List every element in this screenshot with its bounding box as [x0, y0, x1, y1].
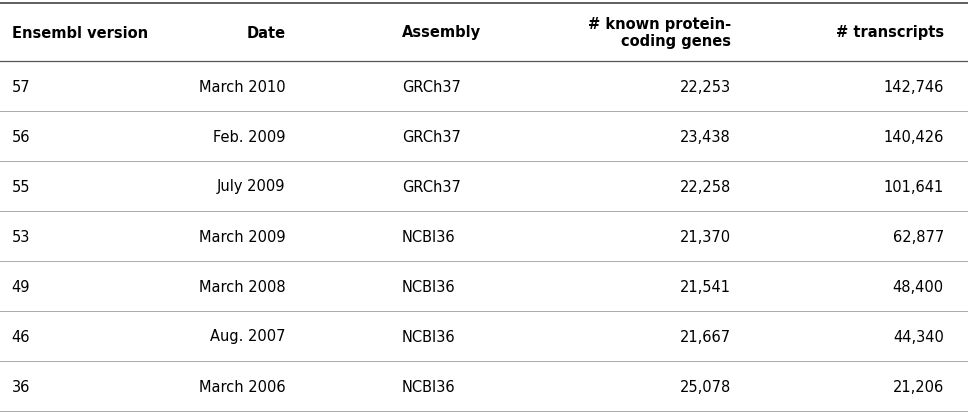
Text: 140,426: 140,426 [884, 129, 944, 144]
Text: 55: 55 [12, 179, 30, 194]
Text: March 2008: March 2008 [199, 279, 286, 294]
Text: 21,206: 21,206 [892, 379, 944, 394]
Text: 36: 36 [12, 379, 30, 394]
Text: NCBI36: NCBI36 [402, 279, 455, 294]
Text: Feb. 2009: Feb. 2009 [213, 129, 286, 144]
Text: Date: Date [247, 26, 286, 40]
Text: # known protein-
coding genes: # known protein- coding genes [588, 17, 731, 49]
Text: 22,253: 22,253 [680, 79, 731, 94]
Text: NCBI36: NCBI36 [402, 329, 455, 344]
Text: July 2009: July 2009 [217, 179, 286, 194]
Text: 21,667: 21,667 [680, 329, 731, 344]
Text: March 2009: March 2009 [199, 229, 286, 244]
Text: 53: 53 [12, 229, 30, 244]
Text: Ensembl version: Ensembl version [12, 26, 148, 40]
Text: 62,877: 62,877 [892, 229, 944, 244]
Text: March 2010: March 2010 [199, 79, 286, 94]
Text: GRCh37: GRCh37 [402, 179, 461, 194]
Text: 48,400: 48,400 [892, 279, 944, 294]
Text: March 2006: March 2006 [199, 379, 286, 394]
Text: 56: 56 [12, 129, 30, 144]
Text: 21,370: 21,370 [680, 229, 731, 244]
Text: 44,340: 44,340 [892, 329, 944, 344]
Text: 49: 49 [12, 279, 30, 294]
Text: 25,078: 25,078 [680, 379, 731, 394]
Text: 142,746: 142,746 [884, 79, 944, 94]
Text: 101,641: 101,641 [884, 179, 944, 194]
Text: NCBI36: NCBI36 [402, 379, 455, 394]
Text: NCBI36: NCBI36 [402, 229, 455, 244]
Text: 46: 46 [12, 329, 30, 344]
Text: Assembly: Assembly [402, 26, 481, 40]
Text: 23,438: 23,438 [681, 129, 731, 144]
Text: GRCh37: GRCh37 [402, 79, 461, 94]
Text: 21,541: 21,541 [680, 279, 731, 294]
Text: # transcripts: # transcripts [835, 26, 944, 40]
Text: GRCh37: GRCh37 [402, 129, 461, 144]
Text: 57: 57 [12, 79, 30, 94]
Text: Aug. 2007: Aug. 2007 [210, 329, 286, 344]
Text: 22,258: 22,258 [680, 179, 731, 194]
